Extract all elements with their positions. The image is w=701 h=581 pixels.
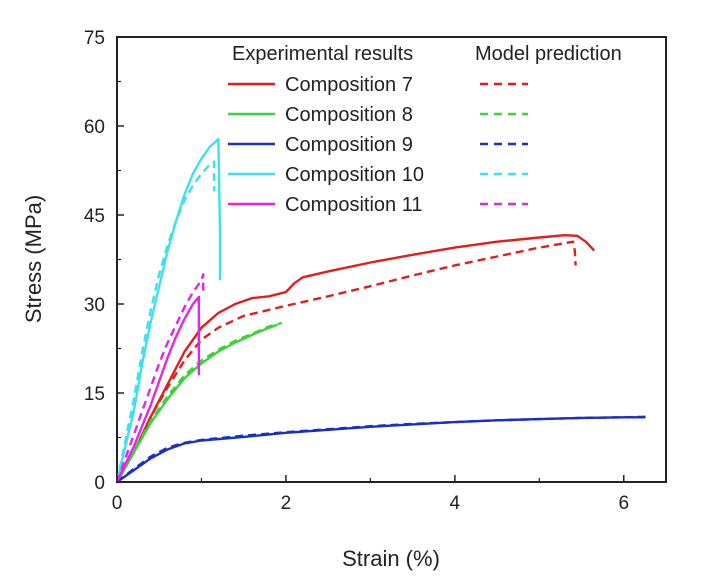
series-layer: [115, 137, 650, 483]
y-tick-label: 15: [84, 384, 105, 405]
series-composition-11-experimental: [115, 295, 201, 483]
series-composition-10-experimental: [115, 137, 222, 483]
series-composition-7-experimental: [115, 234, 596, 483]
legend-label-composition-7: Composition 7: [285, 74, 413, 96]
legend: Experimental results Model prediction Co…: [228, 43, 622, 216]
legend-label-composition-11: Composition 11: [285, 194, 422, 216]
x-tick-label: 2: [281, 493, 292, 514]
x-tick-label: 0: [112, 493, 123, 514]
legend-label-composition-10: Composition 10: [285, 164, 424, 186]
series-composition-9-model: [116, 415, 650, 483]
y-tick-label: 45: [84, 206, 105, 227]
series-composition-8-experimental: [115, 323, 278, 483]
y-tick-label: 60: [84, 117, 105, 138]
x-axis-title: Strain (%): [342, 546, 440, 571]
y-tick-label: 0: [94, 473, 105, 494]
y-tick-label: 30: [84, 295, 105, 316]
series-composition-7-model: [115, 240, 577, 483]
legend-header-model: Model prediction: [475, 43, 622, 65]
x-tick-label: 6: [618, 493, 629, 514]
y-tick-label: 75: [84, 28, 105, 49]
legend-label-composition-9: Composition 9: [285, 134, 413, 156]
series-composition-8-model: [115, 321, 283, 483]
legend-entries: Composition 7 Composition 8 Composition 9 C…: [228, 74, 528, 216]
legend-header-experimental: Experimental results: [232, 43, 413, 65]
y-axis-title: Stress (MPa): [21, 195, 46, 323]
x-tick-label: 4: [450, 493, 461, 514]
series-composition-11-model: [115, 273, 205, 483]
series-composition-9-experimental: [116, 416, 645, 483]
legend-label-composition-8: Composition 8: [285, 104, 413, 126]
